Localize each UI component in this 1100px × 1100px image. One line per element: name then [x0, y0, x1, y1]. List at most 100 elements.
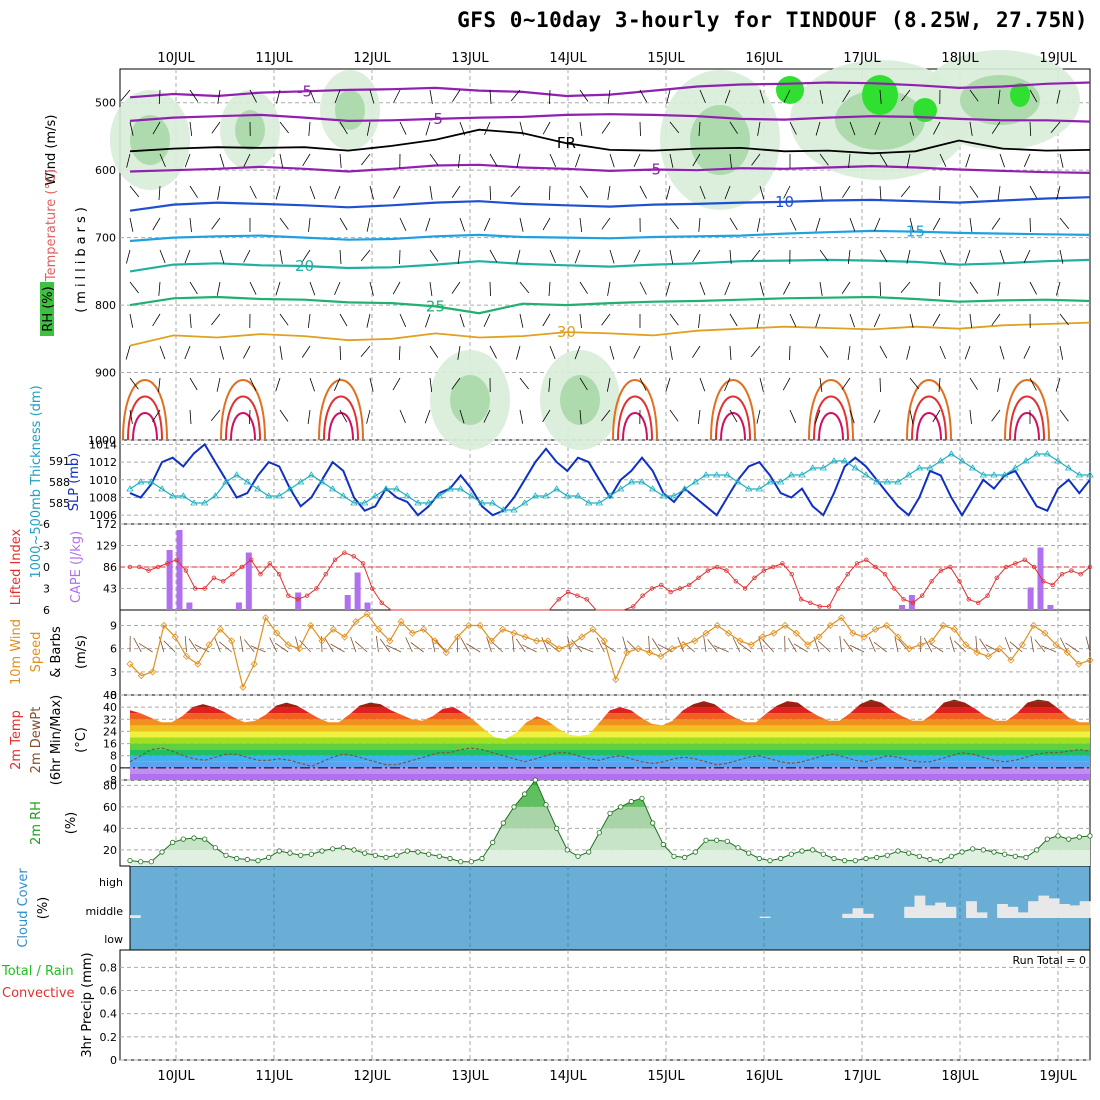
- thickness-marker: [339, 492, 348, 499]
- line-layer: [120, 81, 1094, 918]
- warm-contour: [230, 412, 256, 441]
- wind-barb: [724, 377, 731, 392]
- wind-barb: [666, 185, 671, 200]
- wind10m-marker: [691, 637, 699, 645]
- rh2m-marker: [244, 856, 250, 863]
- wind-barb: [334, 281, 341, 296]
- date-label-bottom: 19JUL: [1039, 1069, 1077, 1084]
- rh2m-marker: [127, 857, 133, 864]
- wind-barb: [939, 345, 946, 360]
- rh2m-marker: [1087, 833, 1093, 839]
- wind-barb: [751, 249, 761, 262]
- wind10m-marker: [453, 633, 462, 641]
- li-marker: [183, 568, 189, 573]
- wind-barb: [879, 249, 888, 263]
- rh2m-marker: [543, 802, 549, 808]
- wind10m-marker: [962, 641, 970, 649]
- wind-barb: [189, 377, 198, 391]
- thickness-marker: [424, 499, 433, 506]
- wind-barb: [243, 153, 251, 167]
- cloud-level-low: low: [104, 933, 123, 946]
- wind-barb: [366, 121, 371, 136]
- thickness-marker: [936, 457, 945, 464]
- wind-barb: [548, 185, 551, 201]
- wind-barb: [333, 377, 341, 391]
- rh2m-marker: [703, 837, 709, 843]
- rh-shading: [335, 90, 365, 130]
- wind-barb: [339, 153, 342, 168]
- wind-barb: [549, 345, 556, 360]
- wind10m-marker: [770, 629, 778, 637]
- precip-tick: 0.8: [100, 961, 118, 974]
- wind-barb: [159, 153, 166, 168]
- wind10m-marker: [894, 633, 902, 641]
- temp-band: [130, 713, 1090, 720]
- wind-barb: [669, 121, 680, 134]
- wind10m-barb: [979, 638, 989, 653]
- wind10m-marker: [657, 652, 665, 660]
- li-marker: [258, 572, 263, 577]
- wind-barb: [429, 153, 439, 166]
- rh2m-marker: [959, 849, 965, 855]
- wind-barb: [783, 89, 791, 103]
- wind-barb: [516, 249, 521, 264]
- wind-barb: [789, 217, 797, 231]
- cloud-middle-bar: [130, 915, 141, 918]
- wind-barb: [307, 409, 311, 424]
- thickness-marker: [190, 499, 198, 506]
- wind-barb: [729, 217, 738, 231]
- li-marker: [696, 575, 701, 580]
- wind-barb: [425, 121, 431, 136]
- wind-barb: [1029, 217, 1031, 233]
- wind-barb: [308, 217, 311, 232]
- cloud-middle-bar: [759, 916, 771, 918]
- wind-barb: [999, 249, 1005, 264]
- wind10m-barb: [703, 636, 707, 653]
- thickness-tick: 588: [49, 476, 70, 489]
- date-label-top: 10JUL: [157, 51, 195, 66]
- wind-barb: [699, 185, 706, 200]
- thickness-marker: [584, 499, 593, 506]
- precip-unit-label: 3hr Precip (mm): [80, 952, 95, 1057]
- wind-barb: [849, 313, 855, 328]
- wind-barb: [756, 217, 761, 232]
- wind-barb: [1029, 185, 1038, 199]
- wind-barb: [815, 121, 821, 136]
- pressure-tick: 700: [95, 232, 116, 245]
- wind-barb: [429, 377, 433, 392]
- isotherm-1: [129, 113, 1091, 123]
- thickness-marker: [264, 492, 273, 499]
- wind-barb: [152, 409, 161, 422]
- li-marker: [836, 586, 841, 591]
- li-marker: [220, 579, 226, 584]
- temp2m-tick: -8: [106, 774, 117, 787]
- wind-barb: [393, 185, 401, 199]
- wind10m-barb: [188, 638, 199, 653]
- wind10m-marker: [510, 629, 518, 637]
- wind-barb: [997, 185, 1001, 200]
- wind-barb: [279, 313, 289, 326]
- wind-barb: [184, 249, 191, 264]
- thickness-label: 1000~500mb Thickness (dm): [29, 385, 44, 578]
- wind-barb: [219, 345, 224, 360]
- rh2m-marker: [767, 857, 773, 864]
- wind-barb: [909, 377, 920, 390]
- rh2m-marker: [714, 837, 720, 843]
- wind-barb: [429, 89, 433, 104]
- li-marker: [985, 593, 990, 598]
- wind10m-marker: [250, 660, 258, 668]
- wind-barb: [873, 409, 881, 423]
- wind-barb: [575, 153, 581, 168]
- li-marker: [994, 575, 999, 580]
- cape-bar: [186, 602, 193, 610]
- wind-barb: [309, 377, 315, 392]
- wind-barb: [999, 345, 1005, 360]
- rh2m-marker: [927, 856, 933, 863]
- wind10m-marker: [645, 648, 654, 657]
- wind-barb: [879, 281, 882, 297]
- wind-barb: [601, 121, 611, 134]
- wind-barb: [249, 281, 257, 295]
- date-label-top: 11JUL: [255, 51, 293, 66]
- wind-barb: [901, 89, 911, 102]
